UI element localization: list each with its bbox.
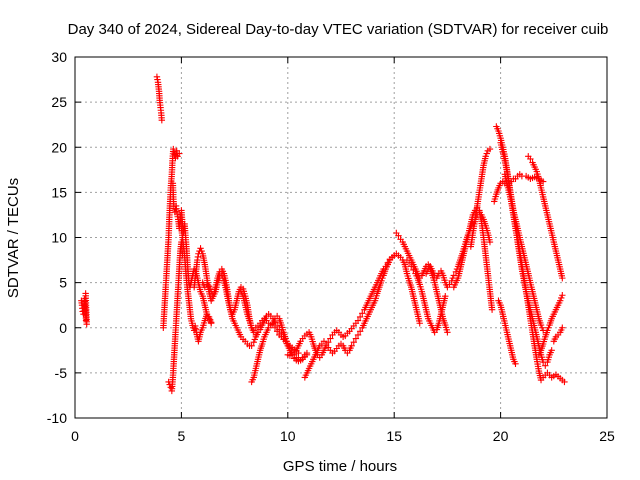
data-point	[405, 259, 413, 266]
data-point	[538, 324, 546, 331]
chart-title: Day 340 of 2024, Sidereal Day-to-day VTE…	[68, 21, 609, 38]
data-point	[356, 313, 364, 321]
series-arc-c	[160, 145, 183, 331]
data-point	[354, 331, 362, 339]
series-arc-q	[467, 145, 494, 250]
series-arc-l	[301, 252, 398, 381]
data-point	[378, 277, 385, 285]
data-point	[248, 342, 255, 349]
x-tick-label: 0	[71, 428, 79, 444]
data-point	[82, 290, 89, 297]
data-point	[527, 155, 534, 163]
data-point	[273, 328, 281, 335]
series-arc-b	[153, 73, 166, 124]
data-point	[352, 335, 360, 342]
data-point	[206, 285, 214, 293]
x-tick-labels: 0 5 10 15 20 25	[71, 428, 615, 444]
data-point	[416, 320, 423, 327]
data-point	[561, 378, 568, 386]
series-arc-v	[495, 297, 519, 368]
y-tick-label: 25	[51, 94, 67, 110]
series-arc-j	[248, 320, 302, 386]
series-arc-i	[237, 288, 262, 339]
data-point	[559, 292, 566, 299]
data-point	[254, 329, 262, 336]
data-point	[488, 306, 496, 313]
data-point	[251, 336, 259, 343]
y-tick-label: -5	[55, 365, 68, 381]
y-tick-labels: -10 -5 0 5 10 15 20 25 30	[47, 49, 67, 426]
data-point	[356, 328, 364, 335]
data-point	[327, 335, 334, 342]
data-point	[269, 315, 277, 322]
data-point	[482, 153, 489, 160]
data-point	[559, 324, 566, 331]
data-point	[322, 340, 330, 348]
plot-frame	[74, 56, 608, 419]
data-point	[271, 324, 279, 331]
data-point	[556, 297, 564, 304]
y-tick-label: 30	[51, 49, 67, 65]
data-point	[391, 252, 398, 259]
data-point	[512, 360, 519, 368]
data-point	[486, 238, 494, 246]
data-point	[348, 342, 355, 349]
data-point	[408, 263, 415, 270]
data-point	[250, 338, 257, 346]
series-arc-n	[403, 256, 449, 336]
data-point	[170, 145, 177, 153]
data-point	[395, 232, 402, 239]
data-point	[559, 274, 566, 282]
y-axis-label: SDTVAR / TECUs	[5, 178, 22, 298]
data-point	[410, 266, 417, 274]
series-arc-x	[535, 292, 566, 359]
data-point	[303, 349, 311, 357]
data-point	[545, 324, 552, 331]
data-point	[350, 338, 357, 346]
series-arc-y	[550, 324, 566, 345]
data-point	[219, 274, 227, 282]
x-tick-label: 5	[178, 428, 186, 444]
data-point	[269, 320, 277, 328]
y-tick-label: 15	[51, 184, 67, 200]
data-point	[558, 294, 565, 302]
x-tick-label: 25	[599, 428, 615, 444]
series-arc-w	[525, 153, 566, 282]
data-point	[197, 245, 204, 252]
x-axis-label: GPS time / hours	[283, 458, 397, 475]
data-point	[483, 150, 490, 157]
y-tick-label: -10	[47, 410, 67, 426]
data-point	[176, 150, 183, 157]
data-point	[207, 320, 215, 327]
data-point	[537, 321, 545, 329]
data-point	[158, 116, 166, 124]
series-arc-a	[78, 290, 90, 328]
data-point	[442, 292, 449, 300]
data-point	[542, 362, 549, 369]
x-tick-label: 20	[493, 428, 509, 444]
data-point	[205, 283, 213, 290]
series-arc-u	[501, 171, 547, 334]
data-point	[548, 347, 555, 354]
y-tick-label: 0	[59, 320, 67, 336]
y-tick-label: 5	[59, 275, 67, 291]
data-point	[444, 329, 451, 336]
data-point	[359, 310, 366, 317]
data-point	[218, 272, 226, 279]
data-marks	[78, 73, 568, 395]
y-tick-label: 20	[51, 139, 67, 155]
x-tick-label: 15	[386, 428, 402, 444]
data-point	[544, 327, 551, 334]
data-point	[379, 274, 386, 282]
y-tick-label: 10	[51, 230, 67, 246]
x-tick-label: 10	[280, 428, 296, 444]
data-point	[354, 317, 362, 324]
data-point	[486, 145, 494, 153]
data-point	[198, 247, 205, 255]
grid-lines	[75, 57, 607, 418]
